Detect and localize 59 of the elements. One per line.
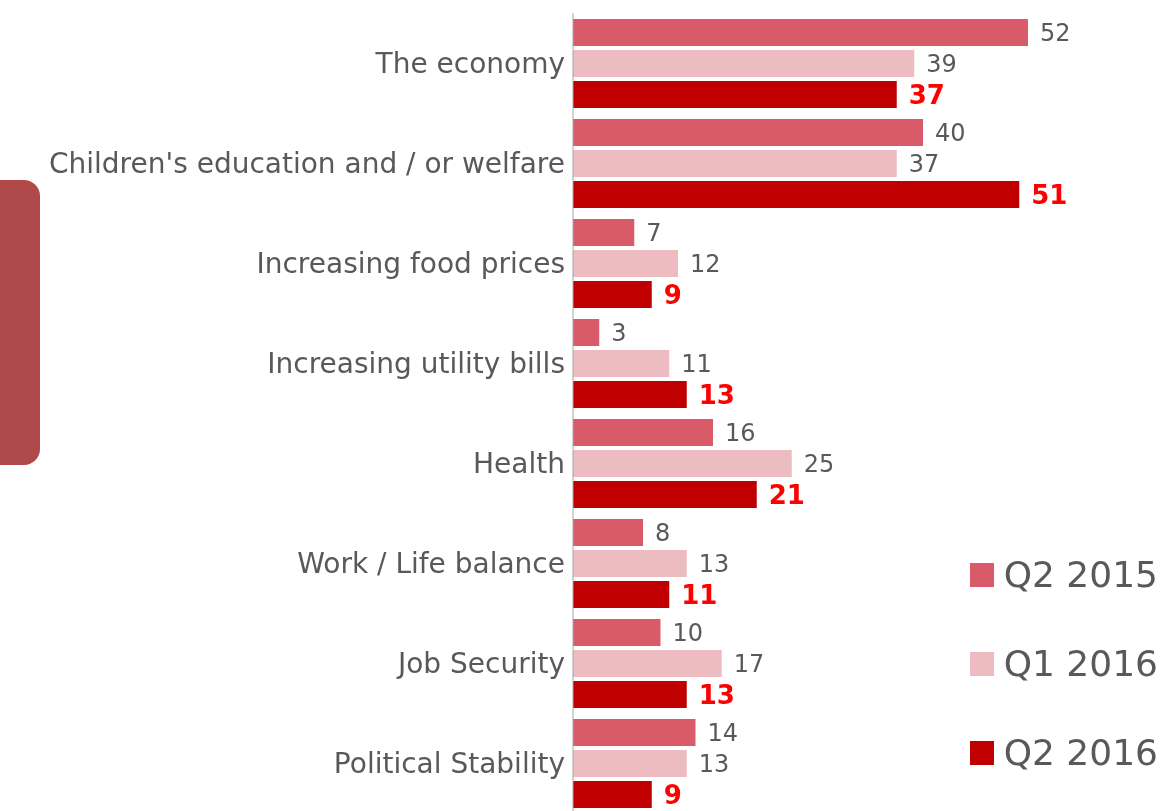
data-label: 9 xyxy=(663,279,682,310)
y-tick-label: Work / Life balance xyxy=(297,546,565,580)
bar xyxy=(573,650,722,677)
data-label: 52 xyxy=(1040,19,1071,48)
data-label: 39 xyxy=(926,50,957,79)
bar xyxy=(573,319,600,346)
legend-label: Q2 2015 xyxy=(1003,554,1158,595)
y-tick-label: Political Stability xyxy=(333,746,565,780)
y-tick-label: Job Security xyxy=(395,646,565,680)
bar xyxy=(573,581,670,608)
data-label: 40 xyxy=(935,119,966,148)
data-label: 14 xyxy=(707,719,739,748)
y-tick-label: Health xyxy=(473,446,565,480)
bar xyxy=(573,419,713,446)
bar xyxy=(573,181,1020,208)
legend-label: Q2 2016 xyxy=(1003,732,1158,773)
y-tick-label: Increasing food prices xyxy=(256,246,565,280)
data-label: 25 xyxy=(803,450,835,479)
bar xyxy=(573,481,757,508)
data-label: 51 xyxy=(1031,179,1068,210)
data-label: 7 xyxy=(646,219,662,248)
data-label: 37 xyxy=(908,79,945,110)
bar xyxy=(573,219,635,246)
data-label: 11 xyxy=(681,350,712,379)
bar xyxy=(573,381,687,408)
bar xyxy=(573,19,1028,46)
bar xyxy=(573,250,678,277)
bar xyxy=(573,119,923,146)
data-label: 11 xyxy=(681,579,718,610)
data-label: 9 xyxy=(663,779,682,810)
data-label: 13 xyxy=(698,379,735,410)
bar xyxy=(573,50,915,77)
data-label: 16 xyxy=(725,419,756,448)
bar xyxy=(573,681,687,708)
y-tick-label: Increasing utility bills xyxy=(267,346,565,380)
data-label: 13 xyxy=(698,679,735,710)
data-label: 10 xyxy=(672,619,704,648)
data-label: 17 xyxy=(733,650,765,679)
bar xyxy=(573,450,792,477)
legend-label: Q1 2016 xyxy=(1003,643,1158,684)
bar xyxy=(573,519,643,546)
y-tick-label: The economy xyxy=(374,46,565,80)
bar xyxy=(573,719,696,746)
bar xyxy=(573,150,897,177)
data-label: 12 xyxy=(690,250,721,279)
bar xyxy=(573,350,670,377)
data-label: 13 xyxy=(698,750,730,779)
bar xyxy=(573,619,661,646)
data-label: 13 xyxy=(698,550,730,579)
data-label: 8 xyxy=(655,519,671,548)
bar xyxy=(573,550,687,577)
bar xyxy=(573,750,687,777)
data-label: 37 xyxy=(908,150,940,179)
bar xyxy=(573,81,897,108)
y-tick-label: Children's education and / or welfare xyxy=(48,146,565,180)
bar xyxy=(573,781,652,808)
bar xyxy=(573,281,652,308)
data-label: 3 xyxy=(611,319,627,348)
data-label: 21 xyxy=(768,479,805,510)
